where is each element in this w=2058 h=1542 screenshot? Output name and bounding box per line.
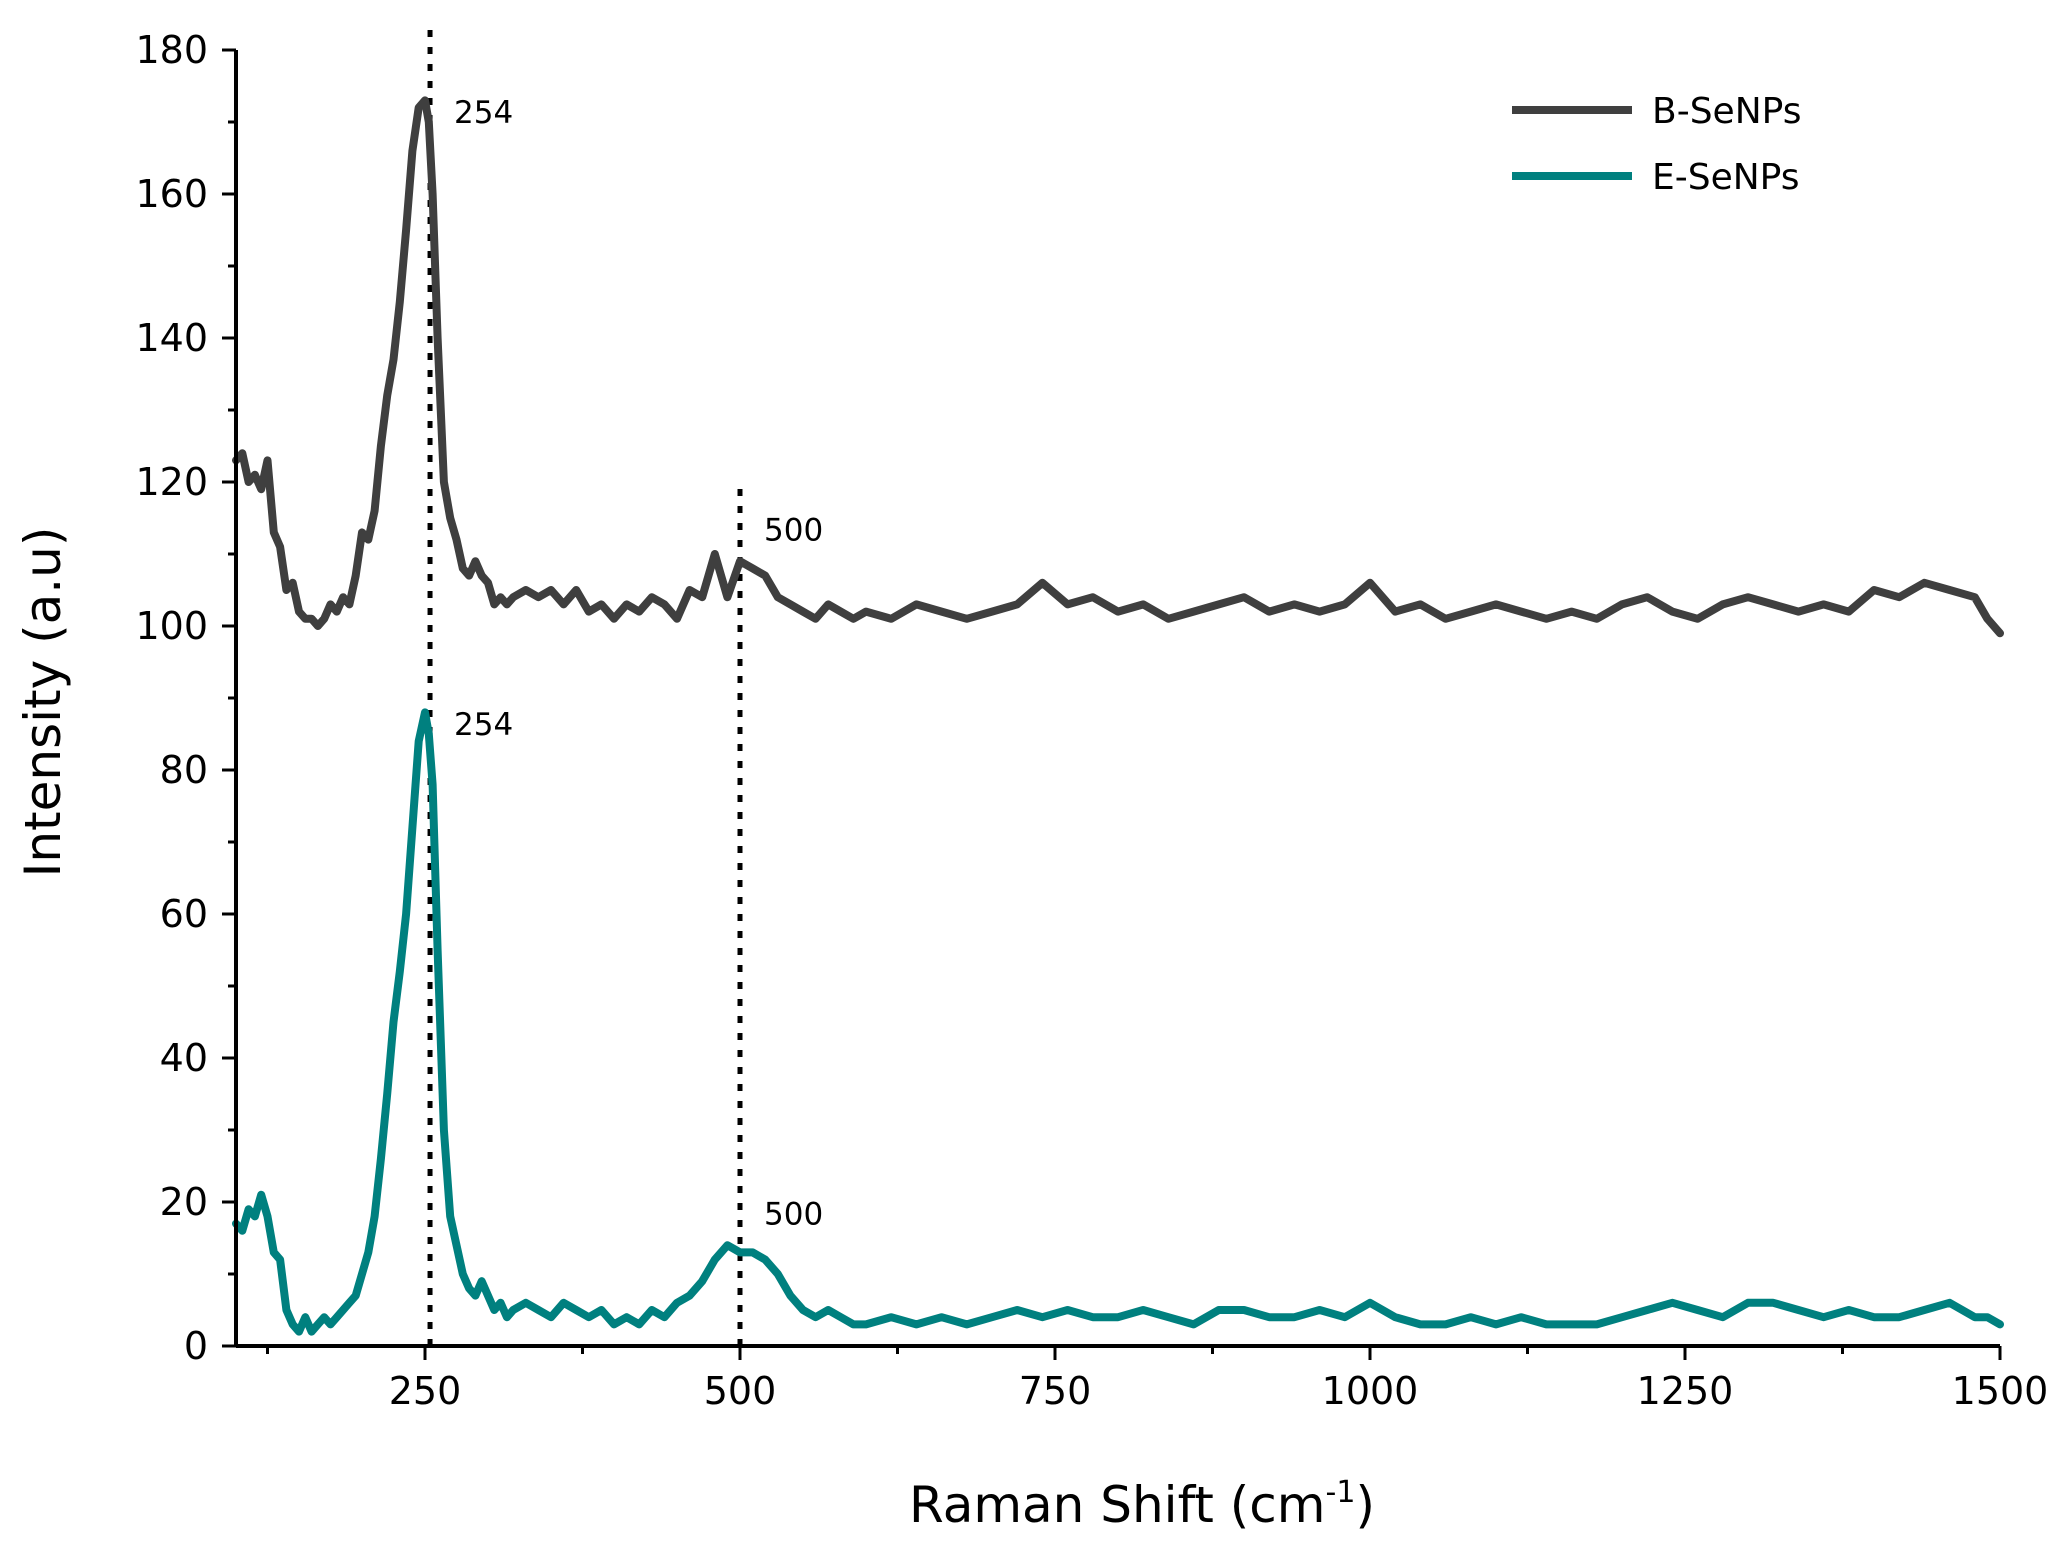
legend-label: B-SeNPs (1652, 91, 1801, 132)
reference-lines (427, 30, 743, 1346)
peak-label: 254 (454, 95, 513, 131)
x-tick-label: 1500 (1952, 1369, 2049, 1413)
x-tick-label: 500 (704, 1369, 777, 1413)
y-tick-label: 100 (135, 604, 208, 648)
x-tick-label: 1250 (1637, 1369, 1734, 1413)
y-tick-label: 20 (160, 1180, 208, 1224)
y-tick-label: 80 (160, 748, 208, 792)
x-tick-label: 250 (389, 1369, 462, 1413)
legend: B-SeNPs E-SeNPs (1512, 91, 1801, 198)
y-tick-label: 160 (135, 172, 208, 216)
y-tick-label: 120 (135, 460, 208, 504)
y-tick-label: 180 (135, 28, 208, 72)
y-tick-label: 60 (160, 892, 208, 936)
y-tick-label: 0 (184, 1324, 208, 1368)
legend-label: E-SeNPs (1652, 157, 1800, 198)
series-line-b-senps (232, 96, 2004, 638)
peak-label: 500 (764, 512, 823, 548)
x-tick-label: 750 (1019, 1369, 1092, 1413)
axes: 250 500 750 1000 1250 1500 0 20 40 60 80 100 120 140 1… (135, 28, 2048, 1413)
series-line-e-senps (232, 708, 2004, 1336)
x-axis-title: Raman Shift (cm-1) (909, 1475, 1375, 1534)
series-lines (232, 96, 2004, 1336)
peak-label: 500 (764, 1196, 823, 1232)
y-tick-label: 40 (160, 1036, 208, 1080)
y-tick-label: 140 (135, 316, 208, 360)
peak-label: 254 (454, 707, 513, 743)
peak-annotations: 254 500 254 500 (454, 95, 823, 1233)
x-tick-label: 1000 (1322, 1369, 1419, 1413)
y-axis-title: Intensity (a.u) (14, 527, 72, 878)
